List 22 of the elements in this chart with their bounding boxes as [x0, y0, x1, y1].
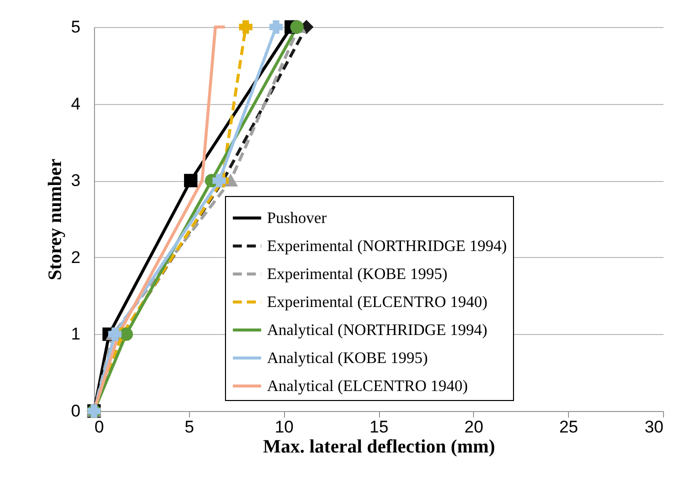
x-axis-title: Max. lateral deflection (mm)	[262, 436, 496, 458]
x-tick-label: 0	[94, 418, 104, 436]
y-tick-label: 1	[71, 324, 80, 344]
legend-label: Experimental (ELCENTRO 1940)	[267, 294, 488, 311]
legend-label: Pushover	[267, 210, 328, 227]
y-tick-label: 5	[71, 18, 80, 36]
legend-label: Analytical (ELCENTRO 1940)	[267, 378, 468, 395]
legend-label: Experimental (KOBE 1995)	[267, 266, 448, 283]
x-tick-label: 15	[370, 418, 388, 436]
x-tick-label: 10	[274, 418, 294, 436]
y-tick-label: 2	[71, 248, 80, 267]
legend-label: Experimental (NORTHRIDGE 1994)	[267, 238, 507, 255]
x-tick-label: 5	[184, 418, 194, 436]
legend-label: Analytical (KOBE 1995)	[267, 350, 428, 367]
y-tick-label: 4	[71, 94, 80, 114]
y-tick-label: 3	[71, 171, 80, 190]
y-axis-title: Storey number	[45, 158, 66, 280]
y-tick-label: 0	[71, 402, 80, 420]
x-tick-label: 30	[644, 418, 664, 436]
x-tick-label: 20	[464, 418, 484, 436]
legend-label: Analytical (NORTHRIDGE 1994)	[267, 322, 488, 339]
x-tick-label: 25	[559, 418, 578, 436]
